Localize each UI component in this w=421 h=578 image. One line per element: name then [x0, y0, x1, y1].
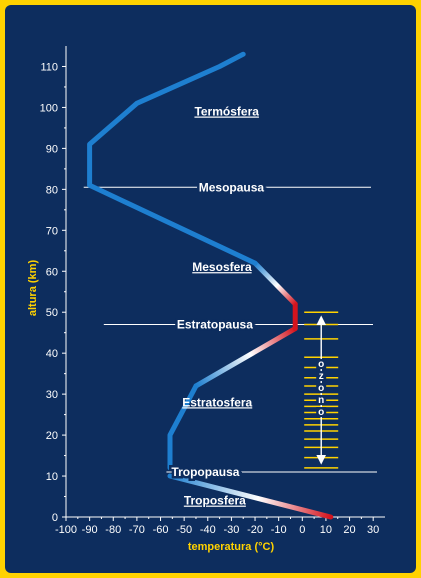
- axes: -100 -90 -80 -70 -60 -50 -40 -30 -20 -10 0 10 20 3001…: [40, 46, 385, 536]
- x-tick-label: -20: [247, 524, 263, 536]
- x-axis-title: temperatura (°C): [188, 541, 275, 553]
- ozone-letter-bg: [316, 395, 327, 406]
- y-axis-title: altura (km): [27, 260, 39, 317]
- x-tick-label: -90: [82, 524, 98, 536]
- x-tick-label: -10: [271, 524, 287, 536]
- y-tick-label: 70: [46, 225, 58, 237]
- ozone-letter-bg: [316, 383, 327, 394]
- x-tick-label: 20: [343, 524, 355, 536]
- y-tick-label: 110: [40, 61, 58, 73]
- x-tick-label: 10: [320, 524, 332, 536]
- x-tick-label: -100: [55, 524, 77, 536]
- y-tick-label: 80: [46, 184, 58, 196]
- ozone-letter-bg: [316, 371, 327, 382]
- y-tick-label: 100: [40, 102, 58, 114]
- boundary-label: Tropopausa: [171, 465, 239, 479]
- ozone-letter: z: [319, 371, 324, 382]
- ozone-letter-bg: [316, 407, 327, 418]
- troposphere-segment: [167, 473, 334, 520]
- lower-stratosphere-segment: [167, 383, 199, 471]
- y-tick-label: 50: [46, 307, 58, 319]
- layer-label: Termósfera: [194, 105, 259, 119]
- x-tick-label: -80: [105, 524, 121, 536]
- layer-label: Troposfera: [184, 494, 246, 508]
- y-tick-label: 60: [46, 266, 58, 278]
- ozone-letter: o: [318, 383, 324, 394]
- lower-mesosphere-segment: [252, 260, 298, 307]
- ozone-letter: o: [318, 359, 324, 370]
- upper-profile-segment: [87, 51, 258, 266]
- x-tick-label: -50: [176, 524, 192, 536]
- y-tick-label: 40: [46, 348, 58, 360]
- ozone-letter: n: [318, 395, 324, 406]
- x-tick-label: -40: [200, 524, 216, 536]
- layer-labels: Tropopausa Estratopausa Mesopausa Troposfer…: [169, 105, 267, 508]
- y-tick-label: 90: [46, 143, 58, 155]
- layer-label: Mesosfera: [192, 260, 252, 274]
- temperature-profile: [87, 51, 334, 520]
- layer-label: Estratosfera: [182, 395, 252, 409]
- x-tick-label: 0: [299, 524, 305, 536]
- x-tick-label: 30: [367, 524, 379, 536]
- y-tick-label: 20: [46, 430, 58, 442]
- y-tick-label: 0: [52, 512, 58, 524]
- boundary-label: Estratopausa: [177, 318, 253, 332]
- ozone-letter-bg: [316, 359, 327, 370]
- x-tick-label: -60: [153, 524, 169, 536]
- chart-frame: [5, 5, 416, 573]
- boundary-label: Mesopausa: [199, 180, 265, 194]
- upper-stratosphere-segment: [193, 326, 298, 389]
- y-tick-label: 30: [46, 389, 58, 401]
- y-tick-label: 10: [46, 471, 58, 483]
- ozone-letter: o: [318, 407, 324, 418]
- x-tick-label: -30: [223, 524, 239, 536]
- x-tick-label: -70: [129, 524, 145, 536]
